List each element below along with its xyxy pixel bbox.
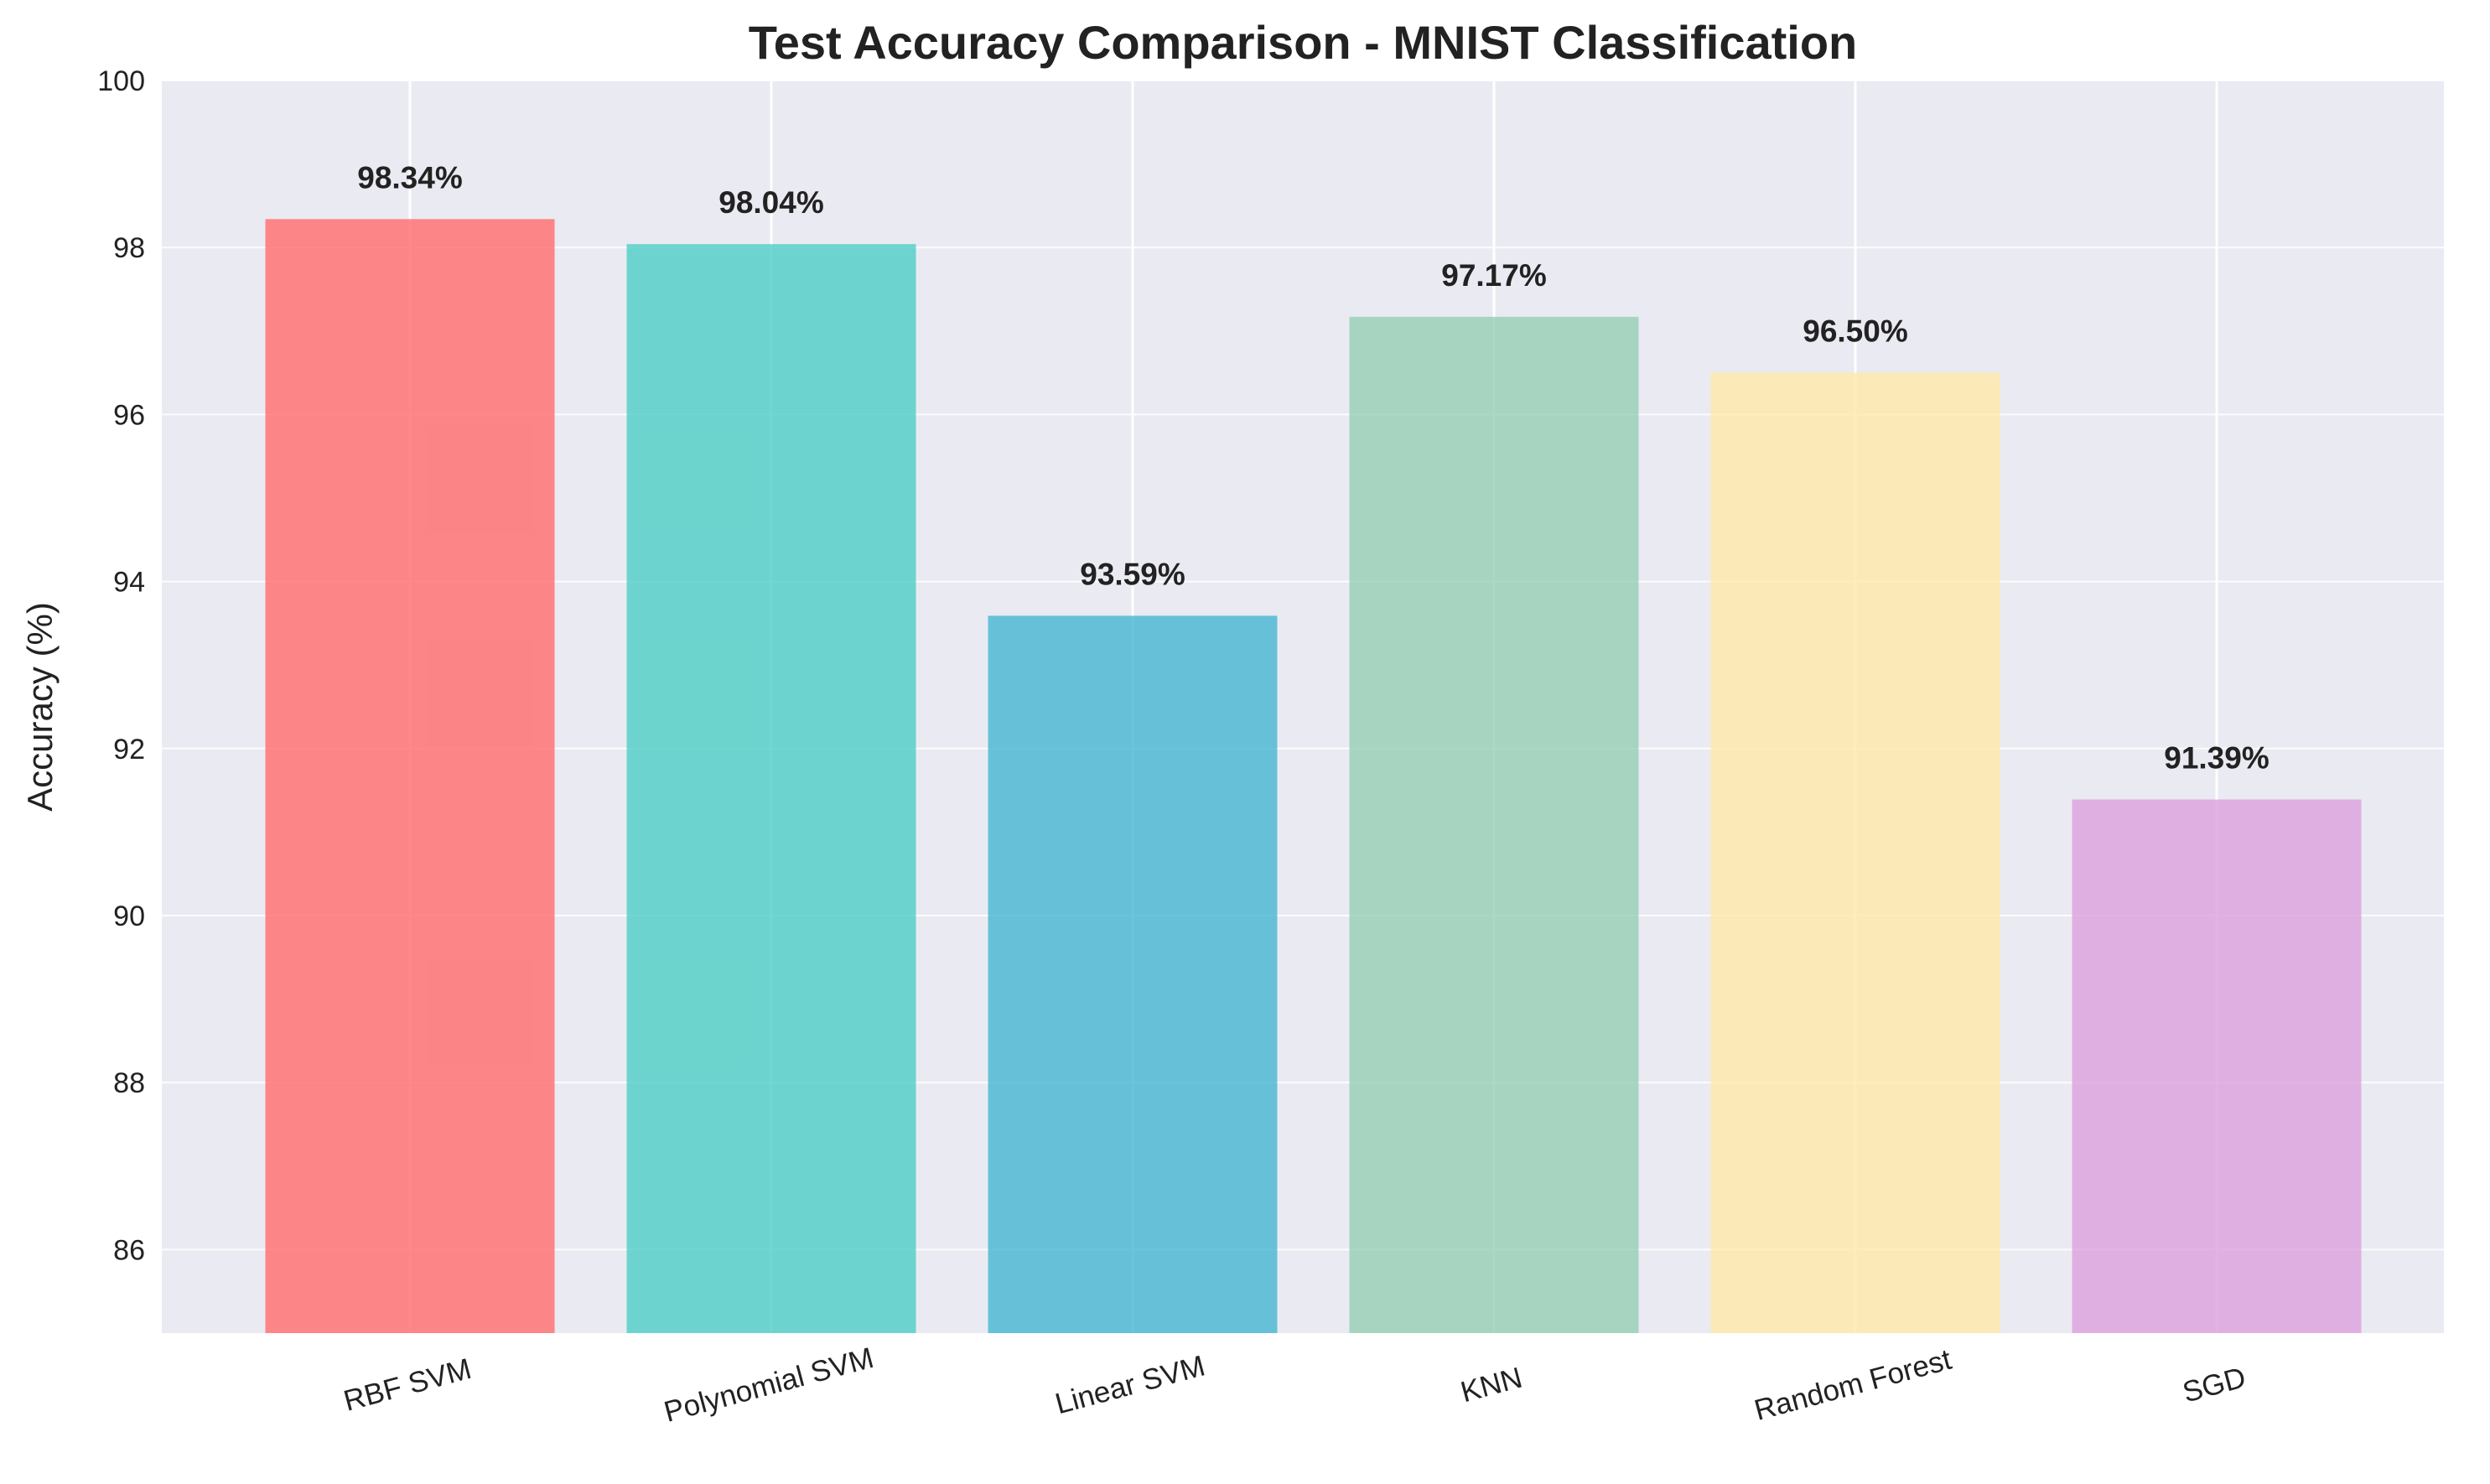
x-tick-label: Linear SVM — [1052, 1349, 1209, 1420]
x-tick-label: Polynomial SVM — [661, 1341, 877, 1429]
chart-title: Test Accuracy Comparison - MNIST Classif… — [749, 16, 1858, 69]
y-tick-label: 86 — [113, 1234, 145, 1266]
bar-knn — [1349, 316, 1639, 1333]
y-tick-label: 98 — [113, 232, 145, 264]
value-label: 91.39% — [2164, 741, 2270, 776]
x-tick-label: Random Forest — [1751, 1343, 1954, 1427]
value-label: 97.17% — [1441, 258, 1547, 293]
x-tick-label: RBF SVM — [340, 1352, 475, 1418]
bar-linear-svm — [988, 615, 1278, 1333]
x-axis-ticks: RBF SVM Polynomial SVM Linear SVM KNN Random… — [340, 1341, 2249, 1429]
x-tick-label: KNN — [1457, 1361, 1525, 1409]
y-tick-label: 100 — [97, 65, 145, 97]
y-tick-label: 88 — [113, 1067, 145, 1099]
value-label: 93.59% — [1080, 557, 1185, 591]
y-tick-label: 96 — [113, 399, 145, 431]
y-tick-label: 90 — [113, 900, 145, 932]
value-labels: 98.34% 98.04% 93.59% 97.17% 96.50% 91.39% — [357, 160, 2270, 775]
y-axis-ticks: 86 88 90 92 94 96 98 100 — [97, 65, 145, 1266]
bar-polynomial-svm — [626, 244, 916, 1333]
bar-random-forest — [1710, 372, 2000, 1334]
y-tick-label: 92 — [113, 734, 145, 765]
y-axis-label: Accuracy (%) — [20, 602, 60, 812]
value-label: 96.50% — [1803, 314, 1908, 349]
value-label: 98.04% — [718, 185, 824, 220]
y-tick-label: 94 — [113, 567, 145, 599]
bar-sgd — [2072, 799, 2362, 1333]
x-tick-label: SGD — [2179, 1361, 2249, 1409]
bars — [265, 219, 2362, 1334]
bar-rbf-svm — [265, 219, 555, 1334]
value-label: 98.34% — [357, 160, 463, 195]
